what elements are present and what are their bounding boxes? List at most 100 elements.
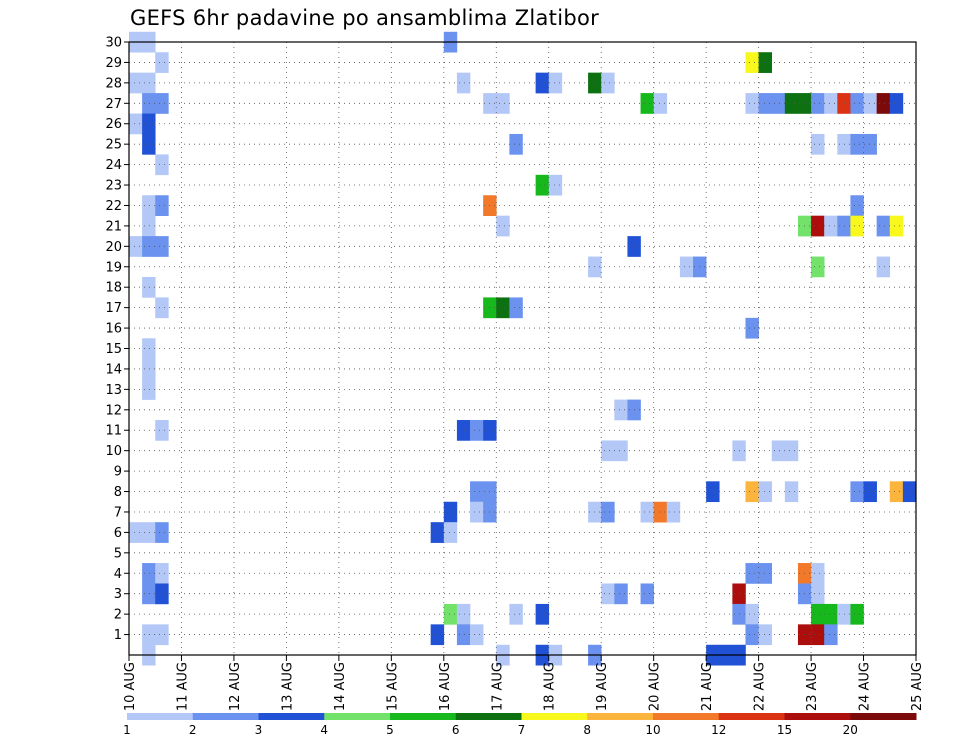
heatmap-cell [470, 624, 484, 646]
x-tick-label: 22 AUG [753, 662, 768, 711]
heatmap-cell [666, 501, 681, 523]
x-tick-label: 20 AUG [648, 662, 663, 711]
heatmap-cell [745, 93, 759, 114]
heatmap-cell [758, 481, 773, 503]
heatmap-cell [548, 72, 563, 94]
heatmap-cell [142, 276, 156, 298]
y-tick-label: 27 [105, 97, 122, 112]
y-tick-label: 16 [105, 322, 122, 337]
heatmap-cell [745, 624, 759, 646]
heatmap-cell [771, 93, 786, 114]
colorbar-segment [587, 713, 654, 720]
heatmap-cell [456, 72, 471, 94]
y-tick-label: 19 [105, 260, 122, 275]
y-tick-label: 4 [114, 567, 122, 582]
colorbar-label: 4 [320, 723, 328, 737]
x-tick-label: 16 AUG [438, 662, 453, 711]
y-tick-label: 7 [114, 505, 122, 520]
heatmap-cell [155, 624, 169, 646]
y-tick-label: 8 [114, 485, 122, 500]
y-tick-label: 17 [105, 301, 122, 316]
heatmap-cell [142, 522, 156, 543]
colorbar-label: 1 [123, 723, 131, 737]
heatmap-cell [509, 297, 523, 319]
heatmap-cell [456, 420, 471, 441]
heatmap-cell [758, 563, 773, 584]
heatmap-cell [535, 174, 550, 196]
x-tick-label: 19 AUG [595, 662, 610, 711]
chart-title: GEFS 6hr padavine po ansamblima Zlatibor [130, 6, 600, 30]
heatmap-cell [745, 563, 759, 584]
heatmap-cell [745, 481, 759, 503]
heatmap-cell [496, 297, 510, 319]
y-tick-label: 28 [105, 76, 122, 91]
y-tick-label: 30 [105, 36, 122, 51]
heatmap-cell [850, 133, 864, 155]
heatmap-cell [811, 624, 825, 646]
x-tick-label: 23 AUG [805, 662, 820, 711]
y-tick-label: 3 [114, 587, 122, 602]
heatmap-cell [456, 603, 471, 625]
x-tick-label: 11 AUG [176, 662, 191, 711]
x-axis: 10 AUG 11 AUG 12 AUG 13 AUG 14 AUG 15 AUG 16 A… [123, 655, 925, 711]
heatmap-cell [601, 72, 615, 94]
colorbar-label: 7 [518, 723, 526, 737]
colorbar-label: 12 [711, 723, 726, 737]
heatmap-cell [784, 481, 799, 503]
heatmap-cell [496, 215, 510, 237]
heatmap-cell [614, 583, 628, 605]
heatmap-cell [811, 583, 825, 605]
x-tick-label: 25 AUG [910, 662, 925, 711]
heatmap-cell [142, 583, 156, 605]
colorbar-segment [258, 713, 325, 720]
heatmap-cell [142, 624, 156, 646]
heatmap-cell [824, 624, 838, 646]
heatmap-cell [443, 522, 458, 543]
heatmap-cell [653, 93, 668, 114]
heatmap-cell [811, 93, 825, 114]
heatmap-cell [456, 624, 471, 646]
heatmap-cell [129, 113, 143, 135]
heatmap-cell [889, 481, 904, 503]
heatmap-cell [614, 399, 628, 421]
y-tick-label: 24 [105, 158, 122, 173]
y-axis: 1234567891011121314151617181920212223242… [105, 36, 129, 643]
heatmap-cell [745, 317, 759, 339]
heatmap-cell [758, 624, 773, 646]
heatmap-cell [142, 215, 156, 237]
heatmap-cell [850, 215, 864, 237]
colorbar-segment [324, 713, 391, 720]
y-tick-label: 29 [105, 56, 122, 71]
colorbar-label: 5 [386, 723, 394, 737]
colorbar-label: 15 [777, 723, 792, 737]
heatmap-cell [811, 603, 825, 625]
heatmap-cell [850, 195, 864, 216]
heatmap-cell [640, 501, 654, 523]
heatmap-cell [824, 603, 838, 625]
heatmap-cell [142, 379, 156, 400]
heatmap-cell [155, 93, 169, 114]
heatmap-cell [614, 440, 628, 462]
colorbar-segment [850, 713, 917, 720]
heatmap-cell [679, 256, 694, 278]
colorbar-label: 6 [452, 723, 460, 737]
heatmap-cell [142, 72, 156, 94]
x-tick-label: 21 AUG [700, 662, 715, 711]
heatmap-cell [889, 93, 904, 114]
heatmap-cell [470, 501, 484, 523]
heatmap-cell [155, 236, 169, 257]
heatmap-cell [771, 440, 786, 462]
heatmap-cell [824, 93, 838, 114]
colorbar-label: 3 [255, 723, 263, 737]
heatmap-cell [601, 440, 615, 462]
x-tick-label: 14 AUG [333, 662, 348, 711]
y-tick-label: 1 [114, 628, 122, 643]
colorbar-segment [192, 713, 259, 720]
y-tick-label: 26 [105, 117, 122, 132]
heatmap-cell [155, 563, 169, 584]
heatmap-cell [601, 583, 615, 605]
heatmap-cell [129, 522, 143, 543]
y-tick-label: 2 [114, 608, 122, 623]
heatmap-cell [745, 52, 759, 73]
heatmap-cell [745, 603, 759, 625]
